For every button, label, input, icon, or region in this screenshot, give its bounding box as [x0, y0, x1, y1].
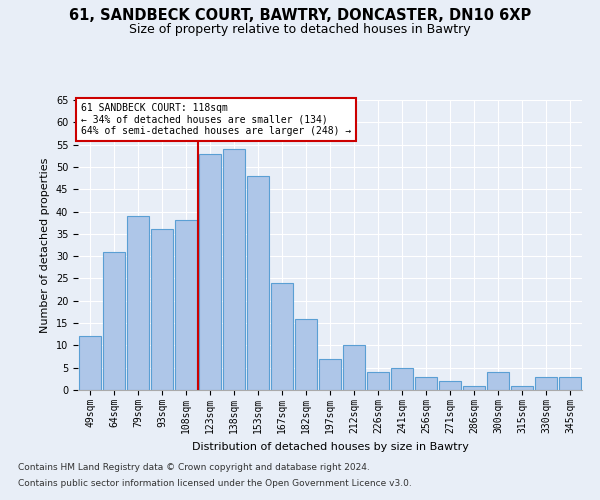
Text: Contains public sector information licensed under the Open Government Licence v3: Contains public sector information licen…: [18, 478, 412, 488]
Bar: [535, 376, 557, 390]
Bar: [223, 149, 245, 390]
Bar: [295, 318, 317, 390]
Text: Size of property relative to detached houses in Bawtry: Size of property relative to detached ho…: [129, 22, 471, 36]
Y-axis label: Number of detached properties: Number of detached properties: [40, 158, 50, 332]
Bar: [487, 372, 509, 390]
Text: 61 SANDBECK COURT: 118sqm
← 34% of detached houses are smaller (134)
64% of semi: 61 SANDBECK COURT: 118sqm ← 34% of detac…: [80, 103, 351, 136]
Bar: [175, 220, 197, 390]
Bar: [151, 230, 173, 390]
Bar: [199, 154, 221, 390]
Text: Contains HM Land Registry data © Crown copyright and database right 2024.: Contains HM Land Registry data © Crown c…: [18, 464, 370, 472]
Bar: [247, 176, 269, 390]
Bar: [415, 376, 437, 390]
Bar: [79, 336, 101, 390]
Bar: [391, 368, 413, 390]
Bar: [463, 386, 485, 390]
Bar: [127, 216, 149, 390]
Text: 61, SANDBECK COURT, BAWTRY, DONCASTER, DN10 6XP: 61, SANDBECK COURT, BAWTRY, DONCASTER, D…: [69, 8, 531, 22]
Bar: [367, 372, 389, 390]
Text: Distribution of detached houses by size in Bawtry: Distribution of detached houses by size …: [191, 442, 469, 452]
Bar: [319, 359, 341, 390]
Bar: [103, 252, 125, 390]
Bar: [439, 381, 461, 390]
Bar: [559, 376, 581, 390]
Bar: [343, 346, 365, 390]
Bar: [511, 386, 533, 390]
Bar: [271, 283, 293, 390]
